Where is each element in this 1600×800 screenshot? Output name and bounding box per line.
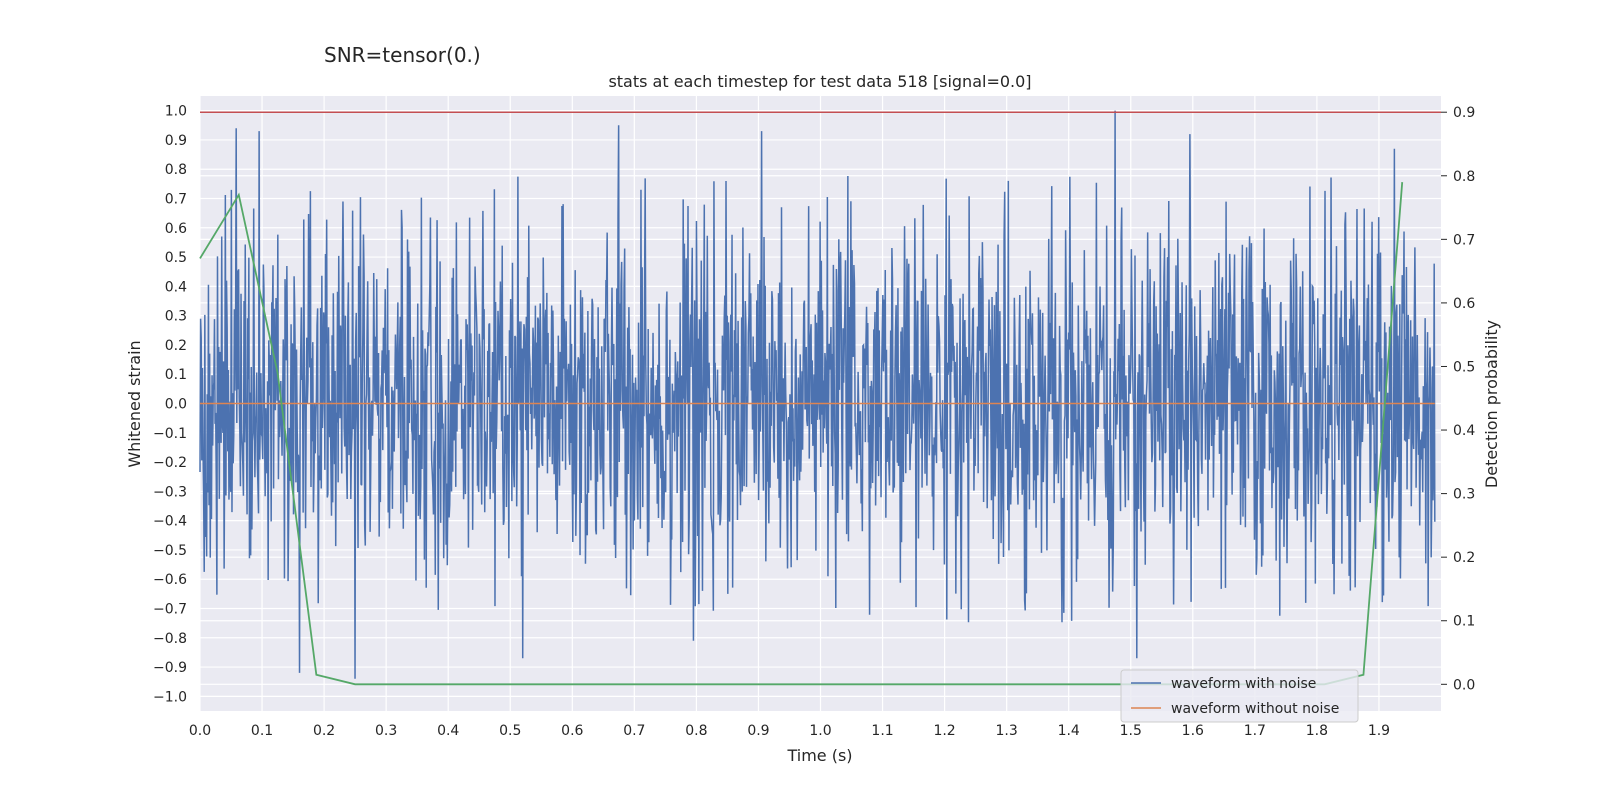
x-tick-label: 0.1 [251, 723, 273, 739]
y-tick-label: 0.9 [165, 133, 187, 149]
y-axis-ticks: 1.0 0.9 0.8 0.7 0.6 0.5 0.4 0.3 0.2 0.1 0.0 −0.1 −0.… [153, 104, 187, 706]
x-tick-label: 0.7 [623, 723, 645, 739]
y-tick-label: −0.6 [153, 572, 187, 588]
x-tick-label: 0.4 [437, 723, 459, 739]
chart-title: stats at each timestep for test data 518… [608, 72, 1031, 91]
x-axis-label: Time (s) [786, 746, 852, 765]
y-tick-label: 0.8 [165, 162, 187, 178]
x-tick-label: 0.0 [189, 723, 211, 739]
y2-tick-label: 0.8 [1453, 169, 1475, 185]
legend: waveform with noise waveform without noi… [1120, 669, 1359, 723]
y-tick-label: −0.1 [153, 426, 187, 442]
y2-tick-label: 0.4 [1453, 423, 1475, 439]
y2-tick-label: 0.5 [1453, 359, 1475, 375]
legend-label-clean: waveform without noise [1171, 701, 1339, 717]
y2-tick-label: 0.6 [1453, 296, 1475, 312]
x-tick-label: 0.5 [499, 723, 521, 739]
x-tick-label: 1.8 [1306, 723, 1328, 739]
y-tick-label: 0.7 [165, 192, 187, 208]
x-tick-label: 1.7 [1244, 723, 1266, 739]
series-waveform-with-noise [199, 110, 1436, 679]
y-tick-label: 0.6 [165, 221, 187, 237]
y2-axis-ticks: 0.9 0.8 0.7 0.6 0.5 0.4 0.3 0.2 0.1 0.0 [1441, 105, 1475, 693]
y-axis-label: Whitened strain [125, 340, 144, 467]
y-tick-label: 0.4 [165, 279, 187, 295]
y-tick-label: 0.5 [165, 250, 187, 266]
y-tick-label: −0.8 [153, 631, 187, 647]
y2-tick-label: 0.1 [1453, 614, 1475, 630]
x-tick-label: 1.4 [1058, 723, 1080, 739]
x-tick-label: 1.9 [1368, 723, 1390, 739]
plot-area [199, 110, 1441, 686]
x-tick-label: 0.8 [685, 723, 707, 739]
x-tick-label: 1.5 [1120, 723, 1142, 739]
y2-tick-label: 0.7 [1453, 232, 1475, 248]
x-axis-ticks: 0.0 0.1 0.2 0.3 0.4 0.5 0.6 0.7 0.8 0.9 1.0 1.1 1.2 1… [189, 723, 1390, 739]
x-tick-label: 1.2 [933, 723, 955, 739]
y-tick-label: 0.3 [165, 309, 187, 325]
x-tick-label: 1.3 [996, 723, 1018, 739]
x-tick-label: 0.6 [561, 723, 583, 739]
y-tick-label: −0.5 [153, 543, 187, 559]
y2-tick-label: 0.3 [1453, 487, 1475, 503]
y-tick-label: −0.9 [153, 660, 187, 676]
x-tick-label: 1.0 [809, 723, 831, 739]
x-tick-label: 0.3 [375, 723, 397, 739]
legend-box [1120, 669, 1359, 723]
x-tick-label: 1.6 [1182, 723, 1204, 739]
legend-label-noise: waveform with noise [1171, 676, 1316, 692]
y-tick-label: 1.0 [165, 104, 187, 120]
x-tick-label: 1.1 [871, 723, 893, 739]
y-tick-label: −1.0 [153, 689, 187, 705]
y-tick-label: −0.2 [153, 455, 187, 471]
y-tick-label: −0.3 [153, 484, 187, 500]
y-tick-label: −0.7 [153, 602, 187, 618]
y2-tick-label: 0.2 [1453, 550, 1475, 566]
y-tick-label: 0.2 [165, 338, 187, 354]
x-tick-label: 0.9 [747, 723, 769, 739]
suptitle: SNR=tensor(0.) [324, 43, 481, 67]
y2-axis-label: Detection probability [1482, 320, 1501, 488]
y-tick-label: 0.1 [165, 367, 187, 383]
y2-tick-label: 0.9 [1453, 105, 1475, 121]
y-tick-label: −0.4 [153, 514, 187, 530]
y2-tick-label: 0.0 [1453, 677, 1475, 693]
x-tick-label: 0.2 [313, 723, 335, 739]
y-tick-label: 0.0 [165, 397, 187, 413]
